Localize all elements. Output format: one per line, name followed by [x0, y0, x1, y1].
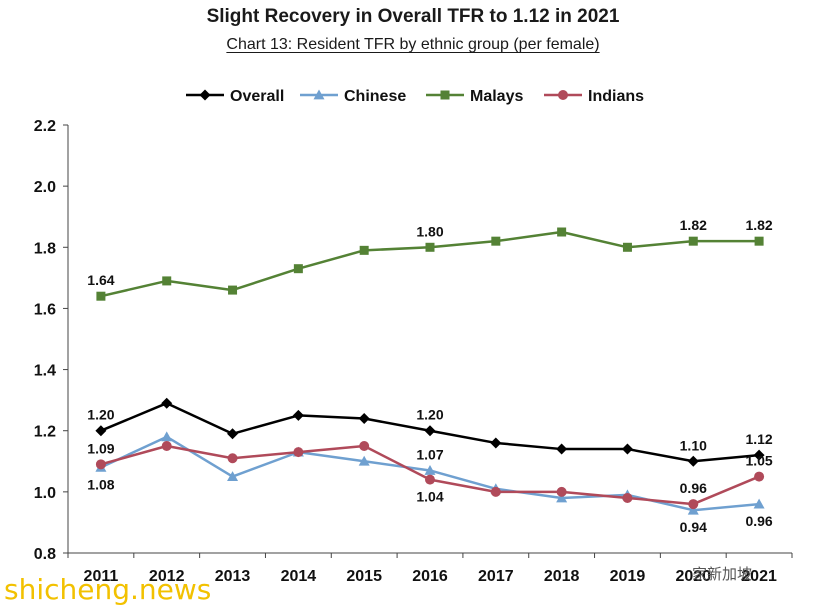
x-tick-label: 2014 — [281, 568, 317, 585]
data-point-indians — [688, 499, 699, 510]
data-point-malays — [688, 236, 698, 246]
data-point-malays — [622, 242, 632, 252]
data-point-chinese — [687, 504, 699, 515]
y-tick-label: 0.8 — [34, 546, 56, 563]
data-point-malays — [425, 242, 435, 252]
x-tick-label: 2011 — [84, 568, 119, 585]
legend-label-indians: Indians — [588, 88, 644, 105]
data-point-malays — [96, 291, 106, 301]
data-point-overall — [227, 428, 239, 440]
x-tick-label: 2016 — [412, 568, 448, 585]
y-tick-label: 1.2 — [34, 424, 56, 441]
data-point-overall — [490, 437, 502, 449]
data-point-malays — [162, 276, 172, 286]
data-label: 1.10 — [680, 437, 707, 453]
x-tick-label: 2012 — [149, 568, 185, 585]
data-point-malays — [228, 285, 238, 295]
legend-marker-overall — [199, 89, 211, 101]
x-tick-label: 2013 — [215, 568, 251, 585]
legend-marker-indians — [558, 90, 568, 100]
chart-subtitle: Chart 13: Resident TFR by ethnic group (… — [0, 36, 826, 54]
data-point-malays — [491, 236, 501, 246]
data-point-chinese — [161, 431, 173, 442]
data-point-overall — [95, 425, 107, 437]
series-line-malays — [100, 230, 760, 298]
data-label: 1.20 — [416, 407, 443, 423]
data-label: 0.96 — [745, 513, 772, 529]
y-tick-label: 2.0 — [34, 179, 56, 196]
legend-marker-malays — [440, 90, 450, 100]
data-point-overall — [161, 397, 173, 409]
data-label: 1.64 — [87, 272, 114, 288]
data-label: 1.82 — [745, 217, 772, 233]
data-point-indians — [293, 447, 304, 458]
legend-label-overall: Overall — [230, 88, 284, 105]
data-label: 1.05 — [745, 453, 772, 469]
data-point-indians — [227, 453, 238, 464]
watermark-shicheng: shicheng.news — [4, 573, 212, 606]
data-point-chinese — [227, 471, 239, 481]
data-point-indians — [359, 441, 370, 451]
data-point-overall — [621, 443, 633, 455]
data-point-indians — [556, 486, 567, 497]
y-tick-label: 1.6 — [34, 301, 56, 318]
data-point-indians — [161, 441, 172, 451]
data-point-chinese — [358, 455, 370, 466]
y-tick-label: 1.8 — [34, 240, 56, 257]
chart-title: Slight Recovery in Overall TFR to 1.12 i… — [206, 6, 620, 27]
y-tick-label: 2.2 — [34, 118, 56, 135]
data-point-chinese — [424, 464, 436, 475]
data-label: 1.80 — [416, 223, 443, 239]
data-point-chinese — [753, 498, 765, 509]
data-label: 1.20 — [87, 407, 114, 423]
data-label: 1.04 — [416, 489, 443, 505]
data-label: 1.08 — [87, 476, 114, 492]
y-tick-label: 1.0 — [34, 485, 56, 502]
data-point-malays — [557, 227, 567, 237]
data-label: 1.09 — [87, 440, 114, 456]
x-tick-label: 2017 — [478, 568, 514, 585]
x-tick-label: 2019 — [610, 568, 646, 585]
data-point-chinese — [556, 492, 568, 503]
watermark-wechat: 家新加坡 — [692, 565, 753, 583]
x-tick-label: 2021 — [741, 568, 777, 585]
x-tick-label: 2015 — [346, 568, 382, 585]
data-point-indians — [622, 492, 633, 503]
data-label: 1.82 — [680, 217, 707, 233]
data-point-indians — [754, 471, 765, 482]
data-point-overall — [687, 455, 699, 467]
data-point-overall — [292, 409, 304, 421]
y-tick-label: 1.4 — [34, 363, 56, 380]
data-point-malays — [293, 264, 303, 274]
legend-label-malays: Malays — [470, 88, 523, 105]
data-point-overall — [424, 425, 436, 437]
data-point-indians — [490, 486, 501, 497]
data-point-malays — [359, 245, 369, 255]
data-point-overall — [753, 449, 765, 461]
data-label: 0.96 — [680, 480, 707, 496]
data-point-indians — [95, 459, 106, 470]
data-label: 1.07 — [416, 446, 443, 462]
chart-subtitle-text: Chart 13: Resident TFR by ethnic group (… — [226, 36, 600, 53]
x-tick-label: 2020 — [675, 568, 711, 585]
x-tick-label: 2018 — [544, 568, 580, 585]
data-label: 0.94 — [680, 519, 707, 535]
legend-label-chinese: Chinese — [344, 88, 406, 105]
legend-marker-chinese — [313, 89, 325, 100]
data-label: 1.12 — [745, 431, 772, 447]
data-point-overall — [358, 412, 370, 424]
data-point-overall — [556, 443, 568, 455]
data-point-indians — [425, 474, 435, 485]
data-point-malays — [754, 236, 764, 246]
